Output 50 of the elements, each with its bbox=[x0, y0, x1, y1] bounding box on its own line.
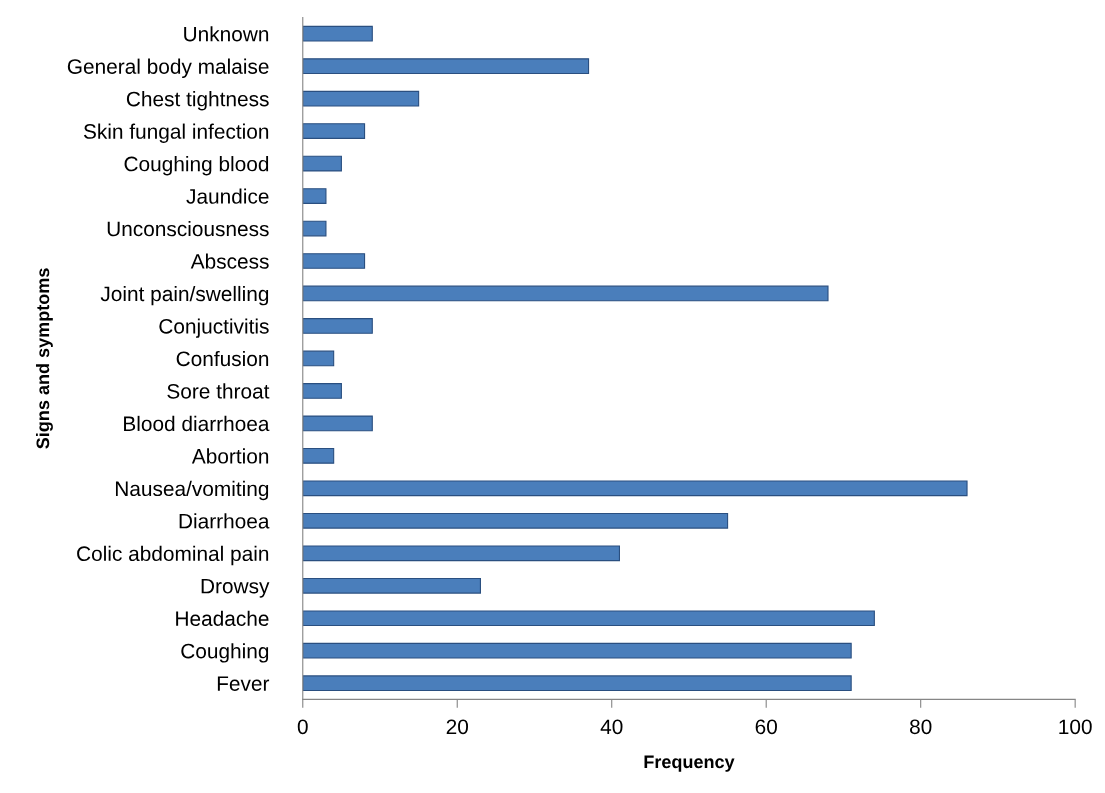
y-tick-label: Abortion bbox=[191, 448, 269, 464]
y-tick-label: Nausea/vomiting bbox=[115, 480, 269, 501]
bar bbox=[302, 383, 342, 399]
y-tick-label: Unconsciousness bbox=[107, 220, 269, 237]
y-tick-label: General body malaise bbox=[67, 58, 269, 79]
y-tick-label: Blood diarrhoea bbox=[124, 415, 270, 432]
bar bbox=[302, 58, 590, 75]
y-tick-label: Fever bbox=[217, 676, 270, 691]
bar bbox=[302, 610, 875, 627]
bar bbox=[302, 220, 327, 237]
y-tick-label: Drowsy bbox=[201, 578, 270, 598]
x-axis-title: Frequency bbox=[644, 755, 735, 772]
x-tick-label: 100 bbox=[1059, 719, 1092, 735]
bar bbox=[302, 642, 852, 659]
y-tick-label: Sore throat bbox=[167, 383, 270, 399]
y-tick-label: Colic abdominal pain bbox=[77, 545, 269, 566]
bar bbox=[302, 285, 829, 302]
bar bbox=[302, 577, 481, 594]
bar bbox=[302, 90, 420, 107]
bar bbox=[302, 512, 729, 529]
x-tick-label: 0 bbox=[297, 719, 308, 735]
y-tick-label: Diarrhoea bbox=[179, 513, 270, 529]
y-tick-label: Headache bbox=[176, 610, 269, 626]
bar bbox=[302, 253, 366, 269]
y-tick-label: Unknown bbox=[184, 26, 269, 42]
y-tick-label: Coughing bbox=[181, 643, 269, 663]
y-tick-label: Conjuctivitis bbox=[159, 318, 269, 338]
x-tick-label: 20 bbox=[446, 719, 469, 735]
y-axis-title: Signs and symptoms bbox=[35, 268, 53, 449]
bar bbox=[302, 25, 373, 42]
y-tick-label: Skin fungal infection bbox=[83, 123, 269, 143]
bar bbox=[302, 545, 621, 562]
bar bbox=[302, 480, 968, 497]
bar bbox=[302, 447, 335, 464]
bar bbox=[302, 188, 327, 204]
y-tick-label: Jaundice bbox=[186, 188, 269, 204]
bar bbox=[302, 415, 373, 432]
bar bbox=[302, 675, 852, 692]
bar bbox=[302, 155, 342, 172]
y-tick-label: Chest tightness bbox=[126, 91, 269, 111]
y-tick-label: Coughing blood bbox=[124, 156, 269, 176]
bar bbox=[302, 318, 373, 334]
y-tick-label: Abscess bbox=[190, 253, 269, 269]
y-tick-label: Confusion bbox=[176, 350, 269, 367]
bar bbox=[302, 350, 335, 367]
x-tick-label: 40 bbox=[600, 719, 623, 735]
x-tick-label: 80 bbox=[910, 719, 932, 735]
bar bbox=[302, 123, 366, 139]
y-tick-label: Joint pain/swelling bbox=[100, 285, 269, 306]
x-tick-label: 60 bbox=[755, 719, 777, 735]
